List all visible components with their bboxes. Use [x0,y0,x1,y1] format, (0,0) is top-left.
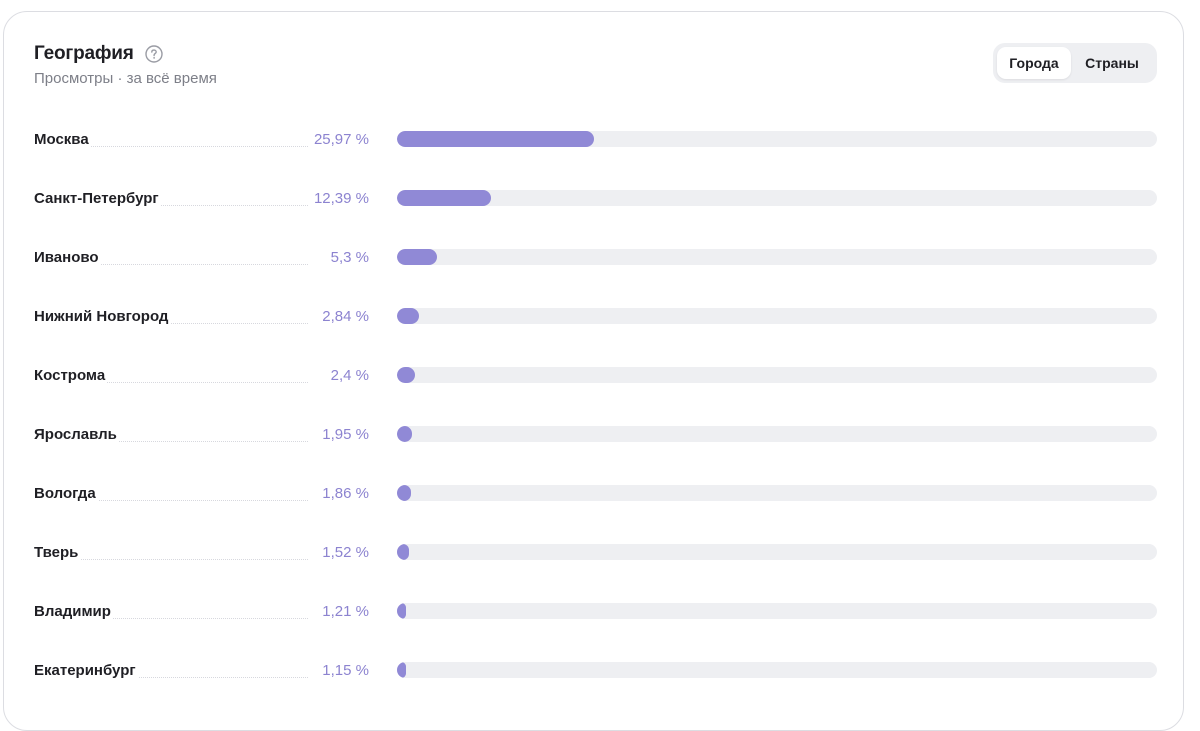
title-row: География [34,42,163,66]
city-percent: 1,52 % [320,541,369,565]
city-name: Тверь [34,541,81,565]
dotted-leader [34,146,308,147]
card-title: География [34,43,134,64]
dotted-leader [34,323,308,324]
progress-fill [397,544,409,560]
progress-track [397,544,1157,560]
progress-track [397,308,1157,324]
geography-card: География Просмотры · за всё время Город… [3,11,1184,731]
progress-fill [397,485,412,501]
question-circle-icon[interactable] [144,45,163,63]
progress-fill [397,603,407,619]
progress-track [397,426,1157,442]
dotted-leader [34,559,308,560]
city-percent: 25,97 % [311,128,369,152]
toggle-cities[interactable]: Города [997,47,1071,79]
progress-fill [397,426,412,442]
list-item: Кострома 2,4 % [34,364,1157,388]
list-item: Екатеринбург 1,15 % [34,659,1157,683]
city-percent: 1,95 % [320,423,369,447]
city-name: Нижний Новгород [34,305,171,329]
dotted-leader [34,382,308,383]
city-name: Владимир [34,600,113,624]
city-name: Ярославль [34,423,119,447]
city-name: Вологда [34,482,98,506]
list-item: Иваново 5,3 % [34,246,1157,270]
progress-track [397,485,1157,501]
cities-countries-toggle: Города Страны [993,43,1157,83]
progress-track [397,131,1157,147]
dotted-leader [34,205,308,206]
toggle-countries[interactable]: Страны [1085,55,1139,71]
list-item: Нижний Новгород 2,84 % [34,305,1157,329]
dotted-leader [34,677,308,678]
city-percent: 5,3 % [328,246,369,270]
progress-fill [397,662,406,678]
progress-track [397,249,1157,265]
city-name: Санкт-Петербург [34,187,161,211]
dotted-leader [34,441,308,442]
card-subtitle: Просмотры · за всё время [34,70,217,87]
city-percent: 1,86 % [320,482,369,506]
list-item: Вологда 1,86 % [34,482,1157,506]
list-item: Ярославль 1,95 % [34,423,1157,447]
list-item: Санкт-Петербург 12,39 % [34,187,1157,211]
dotted-leader [34,618,308,619]
city-percent: 1,21 % [320,600,369,624]
city-percent: 2,4 % [328,364,369,388]
progress-fill [397,308,419,324]
city-name: Москва [34,128,91,152]
progress-track [397,190,1157,206]
city-name: Иваново [34,246,101,270]
progress-fill [397,249,438,265]
progress-track [397,367,1157,383]
progress-track [397,662,1157,678]
list-item: Тверь 1,52 % [34,541,1157,565]
dotted-leader [34,264,308,265]
dotted-leader [34,500,308,501]
city-name: Кострома [34,364,108,388]
progress-track [397,603,1157,619]
list-item: Владимир 1,21 % [34,600,1157,624]
progress-fill [397,367,416,383]
progress-fill [397,131,595,147]
progress-fill [397,190,492,206]
city-name: Екатеринбург [34,659,138,683]
city-percent: 1,15 % [320,659,369,683]
list-item: Москва 25,97 % [34,128,1157,152]
city-percent: 2,84 % [320,305,369,329]
city-percent: 12,39 % [311,187,369,211]
